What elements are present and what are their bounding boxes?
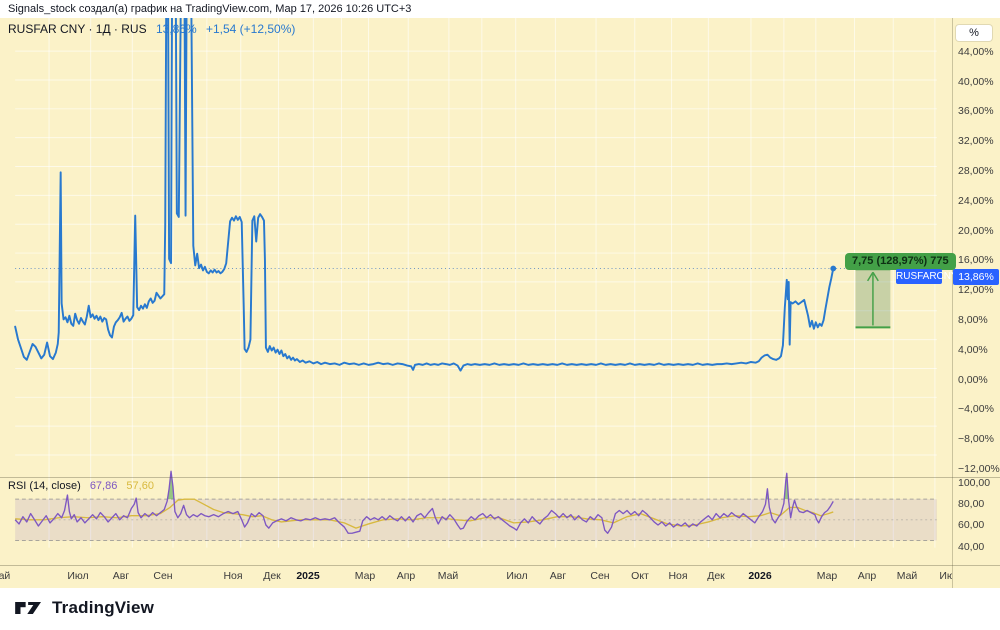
time-axis-month-label: Сен [153,570,173,582]
current-price-badge: 13,86% [953,268,999,285]
chart-canvas[interactable] [0,18,952,565]
legend-symbol-title: RUSFAR CNY · 1Д · RUS [8,22,147,36]
price-tick-label: 28,00% [958,164,994,177]
time-axis-month-label: Апр [396,570,416,582]
time-axis-month-label: Июл [67,570,89,582]
rsi-title: RSI (14, close) [8,480,81,492]
price-tick-label: 12,00% [958,284,994,297]
time-axis[interactable]: Май Июл Авг Сен Ноя Дек 2025 Мар Апр Май Июл Авг Сен… [0,565,952,588]
series-name-label: RUSFARCNY [896,269,958,285]
rsi-tick-label: 100,00 [958,476,991,489]
time-axis-month-label: Апр [857,570,877,582]
tradingview-logo[interactable]: TradingView [12,596,154,620]
time-axis-month-label: Сен [590,570,610,582]
price-tick-label: −8,00% [958,433,994,446]
tradingview-logo-icon [15,602,41,614]
attribution-bar: Signals_stock создал(а) график на Tradin… [0,0,1000,18]
rsi-ma-value: 57,60 [126,480,154,492]
price-tick-label: 40,00% [958,75,994,88]
time-axis-month-label: Дек [263,570,281,582]
time-axis-year-label: 2025 [296,570,320,582]
time-axis-month-label: Ноя [223,570,243,582]
time-axis-month-label: Дек [707,570,725,582]
time-axis-month-label: Авг [549,570,567,582]
time-axis-month-label: Окт [631,570,649,582]
price-tick-label: 32,00% [958,135,994,148]
tradingview-logo-text: TradingView [52,598,155,617]
price-tick-label: 4,00% [958,343,988,356]
time-axis-month-label: Мар [816,570,838,582]
measure-arrow-head [866,271,879,282]
price-tick-label: 24,00% [958,194,994,207]
time-axis-year-label: 2026 [748,570,772,582]
attribution-text: Signals_stock создал(а) график на Tradin… [8,3,412,15]
rsi-tick-label: 60,00 [958,519,985,532]
rsi-legend[interactable]: RSI (14, close) 67,86 57,60 [8,480,154,492]
rsi-value: 67,86 [89,480,118,492]
rsi-tick-label: 80,00 [958,497,985,510]
time-axis-separator [0,565,1000,566]
price-tick-label: 44,00% [958,45,994,58]
price-tick-label: 16,00% [958,254,994,267]
time-axis-month-label: Май [0,570,11,582]
symbol-legend[interactable]: RUSFAR CNY · 1Д · RUS 13,86% +1,54 (+12,… [8,22,295,36]
price-axis-separator [952,18,953,588]
time-axis-month-label: Июн [939,570,952,582]
time-axis-month-label: Мар [354,570,376,582]
main-series-line [14,18,835,372]
price-tick-label: 8,00% [958,313,988,326]
time-axis-month-label: Май [896,570,918,582]
percent-scale-button[interactable]: % [956,25,992,41]
time-axis-month-label: Май [437,570,459,582]
time-axis-month-label: Авг [112,570,130,582]
price-tick-label: 20,00% [958,224,994,237]
pane-separator[interactable] [0,477,1000,478]
time-axis-month-label: Ноя [668,570,688,582]
legend-last-value: 13,86% [155,22,197,36]
measure-label-badge[interactable]: 7,75 (128,97%) 775 [845,252,956,270]
last-value-dot [830,265,837,272]
legend-change: +1,54 (+12,50%) [205,22,296,36]
time-axis-month-label: Июл [506,570,528,582]
price-tick-label: −4,00% [958,403,994,416]
price-tick-label: 0,00% [958,373,988,386]
price-tick-label: −12,00% [958,462,1000,475]
price-tick-label: 36,00% [958,105,994,118]
rsi-tick-label: 40,00 [958,540,985,553]
rsi-line [14,470,834,534]
rsi-ma-line [15,498,834,529]
footer-bar: TradingView [0,588,1000,630]
